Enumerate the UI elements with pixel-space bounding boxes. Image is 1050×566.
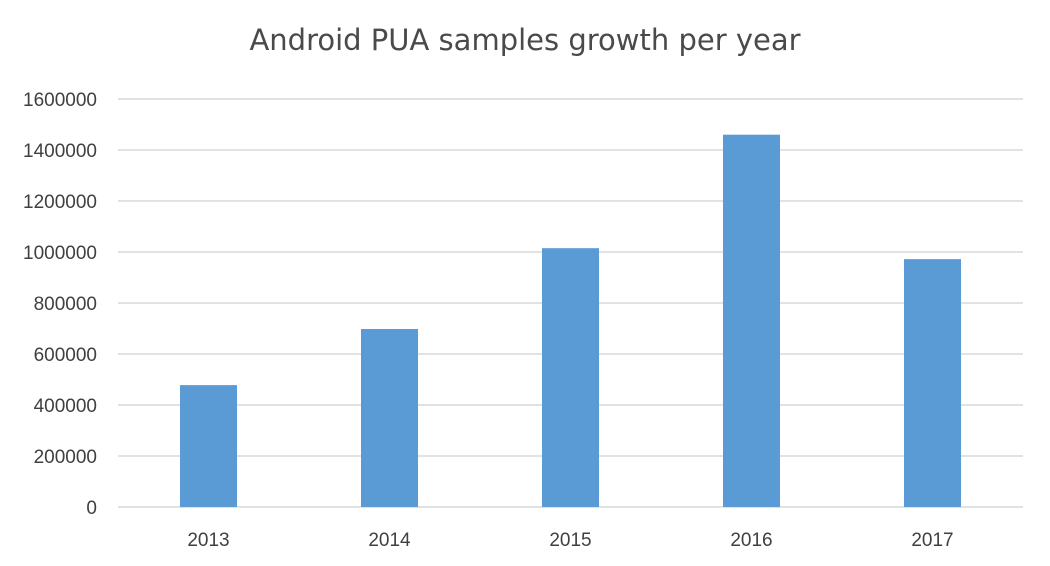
y-tick-label: 600000 — [34, 345, 97, 366]
bar-2013 — [180, 385, 237, 507]
x-tick-label: 2014 — [368, 530, 411, 551]
y-tick-label: 1000000 — [23, 243, 97, 264]
x-axis-tick-labels: 2013 2014 2015 2016 2017 — [187, 530, 953, 551]
y-tick-label: 1200000 — [23, 192, 97, 213]
bar-2014 — [361, 329, 418, 507]
bar-2016 — [723, 134, 780, 507]
y-tick-label: 1400000 — [23, 141, 97, 162]
x-tick-label: 2016 — [730, 530, 772, 551]
x-tick-label: 2017 — [911, 530, 953, 551]
chart-title: Android PUA samples growth per year — [249, 23, 800, 57]
y-tick-label: 400000 — [34, 396, 97, 417]
y-tick-label: 200000 — [34, 447, 97, 468]
bar-2017 — [904, 259, 961, 507]
y-tick-label: 1600000 — [23, 90, 97, 111]
y-axis-tick-labels: 0 200000 400000 600000 800000 1000000 1200000 1… — [23, 90, 97, 519]
x-tick-label: 2015 — [549, 530, 591, 551]
x-tick-label: 2013 — [187, 530, 229, 551]
bars — [180, 134, 961, 508]
y-tick-label: 0 — [86, 498, 97, 519]
y-tick-label: 800000 — [34, 294, 97, 315]
bar-2015 — [542, 248, 599, 508]
